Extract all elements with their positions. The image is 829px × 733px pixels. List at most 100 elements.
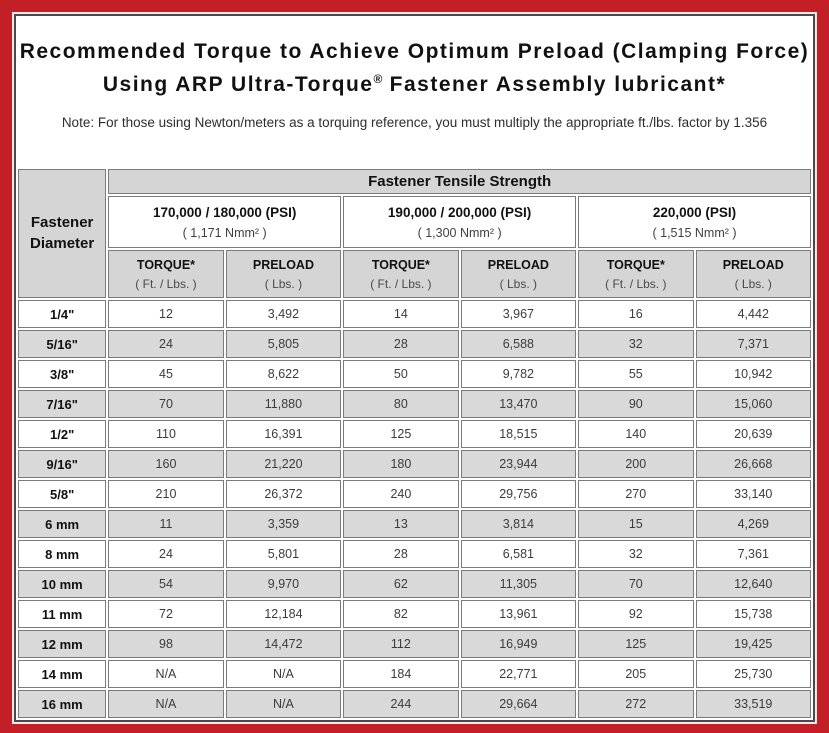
preload-unit: ( Lbs. ) [264, 276, 303, 291]
value-cell: 21,220 [225, 450, 342, 478]
table-row: 14 mm N/A N/A 184 22,771 205 25,730 [18, 660, 811, 688]
value-cell: 14,472 [225, 630, 342, 658]
value-cell: 180 [343, 450, 459, 478]
value-cell: 54 [108, 570, 224, 598]
value-cell: 184 [343, 660, 459, 688]
fastener-diameter-header: Fastener Diameter [18, 169, 107, 298]
torque-unit: ( Ft. / Lbs. ) [135, 276, 197, 291]
torque-table-wrapper: Fastener Diameter Fastener Tensile Stren… [16, 167, 813, 720]
value-cell: 22,771 [460, 660, 577, 688]
torque-label: TORQUE* [136, 257, 196, 272]
value-cell: 125 [343, 420, 459, 448]
value-cell: 200 [578, 450, 694, 478]
table-row: 5/8" 210 26,372 240 29,756 270 33,140 [18, 480, 811, 508]
torque-column-header: TORQUE* ( Ft. / Lbs. ) [578, 250, 694, 298]
table-row: 5/16" 24 5,805 28 6,588 32 7,371 [18, 330, 811, 358]
value-cell: 3,359 [225, 510, 342, 538]
value-cell: 33,140 [695, 480, 811, 508]
value-cell: 18,515 [460, 420, 577, 448]
value-cell: 98 [108, 630, 224, 658]
value-cell: 23,944 [460, 450, 577, 478]
table-row: 10 mm 54 9,970 62 11,305 70 12,640 [18, 570, 811, 598]
value-cell: 82 [343, 600, 459, 628]
value-cell: 4,442 [695, 300, 811, 328]
psi-group-3-label: 220,000 (PSI) [652, 204, 737, 220]
value-cell: 5,801 [225, 540, 342, 568]
page-title: Recommended Torque to Achieve Optimum Pr… [16, 36, 813, 101]
value-cell: 80 [343, 390, 459, 418]
torque-table: Fastener Diameter Fastener Tensile Stren… [16, 167, 813, 720]
value-cell: 26,372 [225, 480, 342, 508]
value-cell: 15 [578, 510, 694, 538]
value-cell: 50 [343, 360, 459, 388]
diameter-cell: 9/16" [18, 450, 107, 478]
preload-column-header: PRELOAD ( Lbs. ) [695, 250, 811, 298]
tensile-strength-label: Fastener Tensile Strength [368, 172, 552, 190]
torque-label: TORQUE* [606, 257, 665, 272]
value-cell: 92 [578, 600, 694, 628]
psi-group-1: 170,000 / 180,000 (PSI) ( 1,171 Nmm² ) [108, 196, 342, 248]
psi-group-3: 220,000 (PSI) ( 1,515 Nmm² ) [578, 196, 811, 248]
value-cell: 7,371 [695, 330, 811, 358]
tensile-strength-row: Fastener Diameter Fastener Tensile Stren… [18, 169, 811, 298]
value-cell: 11,880 [225, 390, 342, 418]
value-cell: 4,269 [695, 510, 811, 538]
content-panel: Recommended Torque to Achieve Optimum Pr… [14, 14, 815, 722]
value-cell: 15,738 [695, 600, 811, 628]
title-line-2-pre: Using ARP Ultra-Torque [102, 72, 374, 96]
table-row: 7/16" 70 11,880 80 13,470 90 15,060 [18, 390, 811, 418]
preload-column-header: PRELOAD ( Lbs. ) [225, 250, 342, 298]
table-row: 11 mm 72 12,184 82 13,961 92 15,738 [18, 600, 811, 628]
value-cell: 24 [108, 540, 224, 568]
preload-unit: ( Lbs. ) [734, 276, 772, 291]
value-cell: 12,640 [695, 570, 811, 598]
value-cell: 240 [343, 480, 459, 508]
torque-label: TORQUE* [371, 257, 430, 272]
preload-label: PRELOAD [487, 257, 549, 272]
value-cell: 29,664 [460, 690, 577, 718]
value-cell: 26,668 [695, 450, 811, 478]
value-cell: 110 [108, 420, 224, 448]
registered-trademark-symbol: ® [373, 71, 383, 86]
fastener-diameter-header-line1: Fastener [30, 214, 94, 232]
value-cell: 6,588 [460, 330, 577, 358]
value-cell: 70 [108, 390, 224, 418]
value-cell: 33,519 [695, 690, 811, 718]
value-cell: 3,814 [460, 510, 577, 538]
value-cell: 10,942 [695, 360, 811, 388]
table-row: 9/16" 160 21,220 180 23,944 200 26,668 [18, 450, 811, 478]
value-cell: 13,470 [460, 390, 577, 418]
value-cell: 72 [108, 600, 224, 628]
value-cell: 12 [108, 300, 224, 328]
value-cell: 11,305 [460, 570, 577, 598]
newton-meters-note: Note: For those using Newton/meters as a… [61, 115, 768, 131]
value-cell: 16 [578, 300, 694, 328]
value-cell: 11 [108, 510, 224, 538]
psi-group-1-label: 170,000 / 180,000 (PSI) [153, 204, 297, 220]
value-cell: 8,622 [225, 360, 342, 388]
value-cell: 7,361 [695, 540, 811, 568]
value-cell: 13,961 [460, 600, 577, 628]
table-row: 1/4" 12 3,492 14 3,967 16 4,442 [18, 300, 811, 328]
diameter-cell: 8 mm [18, 540, 107, 568]
title-line-1: Recommended Torque to Achieve Optimum Pr… [19, 40, 810, 63]
value-cell: 19,425 [695, 630, 811, 658]
torque-column-header: TORQUE* ( Ft. / Lbs. ) [108, 250, 224, 298]
value-cell: 160 [108, 450, 224, 478]
value-cell: 13 [343, 510, 459, 538]
fastener-diameter-header-line2: Diameter [30, 234, 95, 252]
preload-label: PRELOAD [722, 257, 784, 272]
tensile-strength-header: Fastener Tensile Strength [108, 169, 811, 194]
value-cell: 20,639 [695, 420, 811, 448]
value-cell: 70 [578, 570, 694, 598]
value-cell: 3,967 [460, 300, 577, 328]
value-cell: 28 [343, 540, 459, 568]
psi-group-row: 170,000 / 180,000 (PSI) ( 1,171 Nmm² ) 1… [18, 196, 811, 248]
title-line-2-post: Fastener Assembly lubricant* [382, 72, 727, 96]
value-cell: 9,782 [460, 360, 577, 388]
table-row: 3/8" 45 8,622 50 9,782 55 10,942 [18, 360, 811, 388]
diameter-cell: 5/8" [18, 480, 107, 508]
value-cell: 205 [578, 660, 694, 688]
value-cell: 55 [578, 360, 694, 388]
table-row: 8 mm 24 5,801 28 6,581 32 7,361 [18, 540, 811, 568]
